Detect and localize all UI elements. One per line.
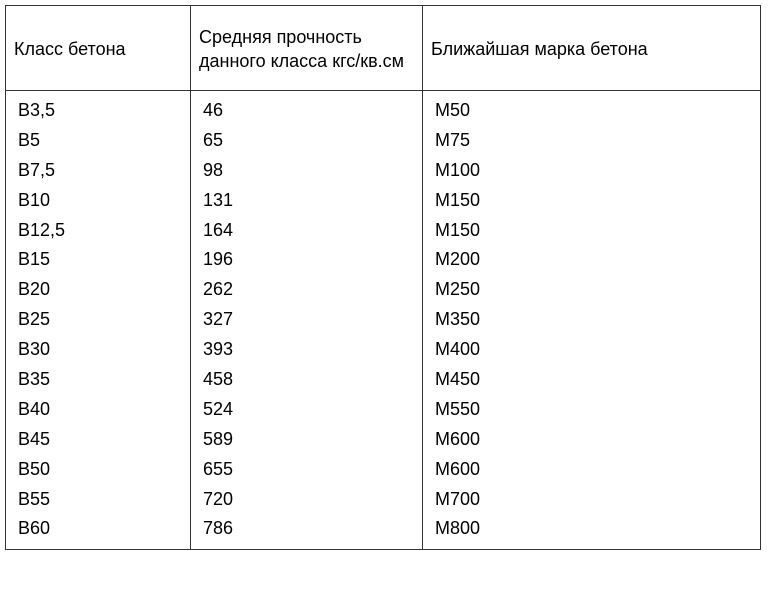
table-row: В40 524 М550 xyxy=(6,395,761,425)
cell-class: В50 xyxy=(6,455,191,485)
cell-strength: 131 xyxy=(191,186,423,216)
cell-strength: 327 xyxy=(191,305,423,335)
cell-strength: 524 xyxy=(191,395,423,425)
cell-strength: 786 xyxy=(191,514,423,549)
cell-strength: 46 xyxy=(191,91,423,126)
cell-mark: М50 xyxy=(423,91,761,126)
cell-mark: М400 xyxy=(423,335,761,365)
cell-class: В3,5 xyxy=(6,91,191,126)
cell-strength: 196 xyxy=(191,245,423,275)
table-row: В30 393 М400 xyxy=(6,335,761,365)
cell-mark: М75 xyxy=(423,126,761,156)
table-row: В5 65 М75 xyxy=(6,126,761,156)
cell-mark: М450 xyxy=(423,365,761,395)
cell-mark: М200 xyxy=(423,245,761,275)
table-row: В15 196 М200 xyxy=(6,245,761,275)
table-row: В20 262 М250 xyxy=(6,275,761,305)
table-row: В50 655 М600 xyxy=(6,455,761,485)
cell-class: В35 xyxy=(6,365,191,395)
cell-mark: М150 xyxy=(423,216,761,246)
col-header-strength: Средняя прочность данного класса кгс/кв.… xyxy=(191,6,423,91)
cell-mark: М800 xyxy=(423,514,761,549)
cell-mark: М600 xyxy=(423,455,761,485)
cell-class: В15 xyxy=(6,245,191,275)
cell-mark: М100 xyxy=(423,156,761,186)
cell-strength: 720 xyxy=(191,485,423,515)
table-row: В45 589 М600 xyxy=(6,425,761,455)
cell-class: В60 xyxy=(6,514,191,549)
table-row: В60 786 М800 xyxy=(6,514,761,549)
col-header-class: Класс бетона xyxy=(6,6,191,91)
cell-strength: 393 xyxy=(191,335,423,365)
cell-strength: 164 xyxy=(191,216,423,246)
cell-mark: М350 xyxy=(423,305,761,335)
table-row: В25 327 М350 xyxy=(6,305,761,335)
cell-strength: 65 xyxy=(191,126,423,156)
cell-mark: М150 xyxy=(423,186,761,216)
table-row: В3,5 46 М50 xyxy=(6,91,761,126)
table-header-row: Класс бетона Средняя прочность данного к… xyxy=(6,6,761,91)
table-row: В10 131 М150 xyxy=(6,186,761,216)
cell-strength: 589 xyxy=(191,425,423,455)
cell-strength: 98 xyxy=(191,156,423,186)
cell-class: В25 xyxy=(6,305,191,335)
table-row: В12,5 164 М150 xyxy=(6,216,761,246)
table-row: В7,5 98 М100 xyxy=(6,156,761,186)
table-row: В55 720 М700 xyxy=(6,485,761,515)
cell-mark: М600 xyxy=(423,425,761,455)
cell-class: В30 xyxy=(6,335,191,365)
cell-class: В10 xyxy=(6,186,191,216)
cell-strength: 655 xyxy=(191,455,423,485)
col-header-mark: Ближайшая марка бетона xyxy=(423,6,761,91)
cell-class: В5 xyxy=(6,126,191,156)
cell-mark: М700 xyxy=(423,485,761,515)
cell-strength: 262 xyxy=(191,275,423,305)
cell-class: В12,5 xyxy=(6,216,191,246)
cell-mark: М250 xyxy=(423,275,761,305)
cell-class: В20 xyxy=(6,275,191,305)
table-row: В35 458 М450 xyxy=(6,365,761,395)
cell-class: В55 xyxy=(6,485,191,515)
cell-mark: М550 xyxy=(423,395,761,425)
concrete-class-table: Класс бетона Средняя прочность данного к… xyxy=(5,5,761,550)
cell-class: В45 xyxy=(6,425,191,455)
cell-strength: 458 xyxy=(191,365,423,395)
cell-class: В40 xyxy=(6,395,191,425)
cell-class: В7,5 xyxy=(6,156,191,186)
